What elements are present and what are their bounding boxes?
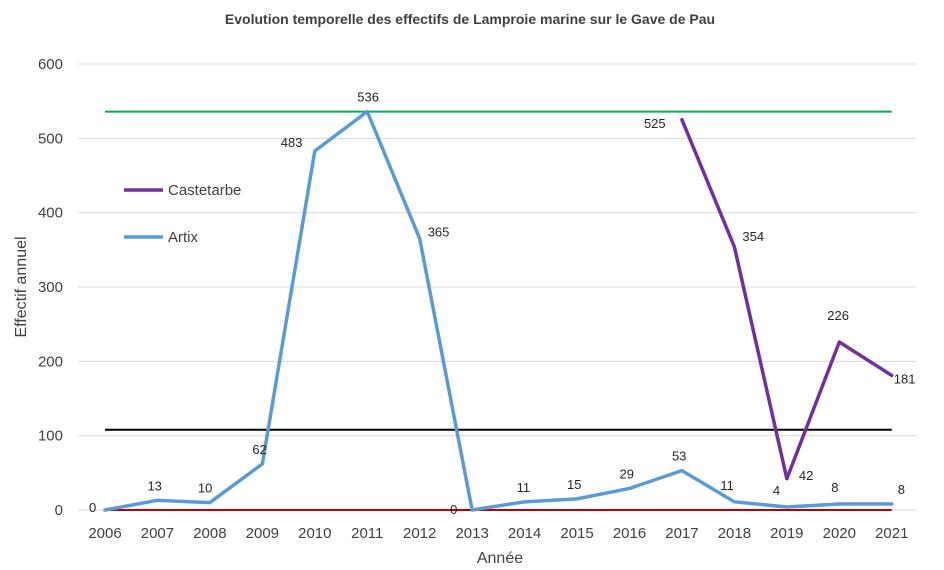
x-tick-label: 2013 <box>455 525 488 542</box>
x-axis-label: Année <box>477 550 523 567</box>
legend-label: Castetarbe <box>168 182 241 199</box>
series-lines <box>103 109 894 512</box>
x-tick-label: 2016 <box>613 525 646 542</box>
data-label: 483 <box>281 135 303 150</box>
data-label: 354 <box>742 229 764 244</box>
data-label: 13 <box>147 478 161 493</box>
x-tick-label: 2008 <box>193 525 226 542</box>
x-tick-label: 2011 <box>351 525 383 542</box>
y-tick-label: 600 <box>38 56 63 73</box>
data-label: 11 <box>720 478 734 493</box>
data-label: 11 <box>517 480 531 495</box>
reference-lines <box>105 110 892 511</box>
data-label: 0 <box>450 502 457 517</box>
y-axis-label: Effectif annuel <box>13 236 30 337</box>
x-tick-label: 2006 <box>88 525 121 542</box>
x-tick-label: 2019 <box>770 525 803 542</box>
data-label: 365 <box>428 225 450 240</box>
y-tick-label: 100 <box>38 428 63 445</box>
x-tick-label: 2007 <box>141 525 174 542</box>
series-line <box>103 109 894 512</box>
x-tick-label: 2018 <box>718 525 751 542</box>
gridlines <box>78 63 916 511</box>
y-tick-label: 200 <box>38 353 63 370</box>
legend-label: Artix <box>168 229 199 246</box>
legend: Castetarbe Artix <box>124 182 241 246</box>
y-tick-label: 0 <box>55 502 63 519</box>
x-tick-label: 2015 <box>560 525 593 542</box>
data-label: 226 <box>827 308 849 323</box>
x-tick-label: 2009 <box>246 525 279 542</box>
series-line <box>680 118 894 481</box>
data-label: 53 <box>672 449 686 464</box>
y-tick-label: 500 <box>38 130 63 147</box>
chart-title: Evolution temporelle des effectifs de La… <box>225 11 715 27</box>
data-label: 10 <box>198 481 212 496</box>
data-label: 4 <box>773 483 780 498</box>
x-tick-label: 2017 <box>665 525 698 542</box>
y-axis-ticks: 0 100 200 300 400 500 600 <box>38 56 63 519</box>
x-tick-label: 2014 <box>508 525 541 542</box>
data-label: 181 <box>894 371 916 386</box>
data-label: 15 <box>567 477 581 492</box>
data-label: 62 <box>252 442 266 457</box>
x-tick-label: 2012 <box>403 525 436 542</box>
data-label: 8 <box>898 482 905 497</box>
x-tick-label: 2021 <box>875 525 908 542</box>
y-tick-label: 400 <box>38 205 63 222</box>
x-tick-label: 2010 <box>298 525 331 542</box>
x-tick-label: 2020 <box>823 525 856 542</box>
x-axis-ticks: 2006 2007 2008 2009 2010 2011 2012 2013 2014 2015… <box>88 525 908 542</box>
data-labels: 525 354 42 226 181 0 13 10 62 483 536 365 0 11 15 29 53 1… <box>89 90 915 517</box>
data-label: 0 <box>89 500 96 515</box>
data-label: 536 <box>357 90 379 105</box>
data-label: 29 <box>620 466 634 481</box>
data-label: 8 <box>831 480 838 495</box>
data-label: 42 <box>799 468 813 483</box>
data-label: 525 <box>644 116 666 131</box>
y-tick-label: 300 <box>38 279 63 296</box>
